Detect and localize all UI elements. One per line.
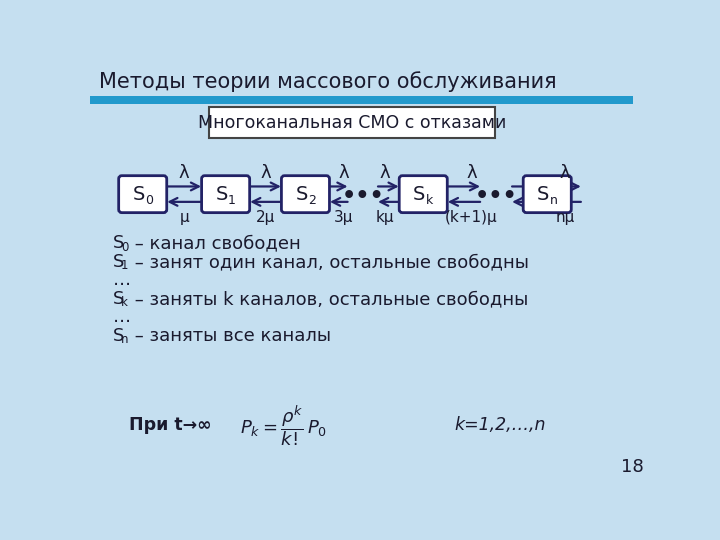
Text: S: S <box>537 185 549 205</box>
Text: 0: 0 <box>145 194 153 207</box>
Text: •••: ••• <box>474 186 518 206</box>
Text: k=1,2,…,n: k=1,2,…,n <box>454 416 546 434</box>
Text: λ: λ <box>559 164 570 181</box>
Text: 18: 18 <box>621 458 644 476</box>
FancyBboxPatch shape <box>202 176 250 213</box>
Text: S: S <box>113 253 125 271</box>
FancyBboxPatch shape <box>282 176 330 213</box>
Text: λ: λ <box>179 164 189 181</box>
Text: 3μ: 3μ <box>334 210 353 225</box>
FancyBboxPatch shape <box>209 107 495 138</box>
Text: Методы теории массового обслуживания: Методы теории массового обслуживания <box>99 71 557 92</box>
Text: λ: λ <box>260 164 271 181</box>
Text: μ: μ <box>179 210 189 225</box>
FancyBboxPatch shape <box>523 176 571 213</box>
Text: – занят один канал, остальные свободны: – занят один канал, остальные свободны <box>129 253 528 271</box>
Text: λ: λ <box>338 164 348 181</box>
Text: S: S <box>413 185 426 205</box>
Text: Многоканальная СМО с отказами: Многоканальная СМО с отказами <box>198 113 506 132</box>
FancyBboxPatch shape <box>399 176 447 213</box>
Text: •••: ••• <box>341 186 384 206</box>
Text: n: n <box>549 194 557 207</box>
Text: k: k <box>121 296 128 309</box>
FancyBboxPatch shape <box>119 176 167 213</box>
Text: 1: 1 <box>228 194 235 207</box>
Text: λ: λ <box>466 164 477 181</box>
Text: λ: λ <box>380 164 390 181</box>
Text: S: S <box>113 327 125 345</box>
Text: S: S <box>132 185 145 205</box>
Text: (k+1)μ: (k+1)μ <box>445 210 498 225</box>
Text: 0: 0 <box>121 241 128 254</box>
Text: – заняты k каналов, остальные свободны: – заняты k каналов, остальные свободны <box>129 290 528 308</box>
Text: 2μ: 2μ <box>256 210 275 225</box>
Text: S: S <box>113 290 125 308</box>
Text: – заняты все каналы: – заняты все каналы <box>129 327 331 345</box>
Text: nμ: nμ <box>555 210 575 225</box>
FancyBboxPatch shape <box>90 96 632 104</box>
Text: …: … <box>113 308 131 326</box>
Text: $P_k = \dfrac{\rho^k}{k!}\,P_0$: $P_k = \dfrac{\rho^k}{k!}\,P_0$ <box>240 403 328 448</box>
Text: При t→∞: При t→∞ <box>129 416 212 434</box>
Text: 2: 2 <box>307 194 315 207</box>
Text: S: S <box>295 185 307 205</box>
Text: 1: 1 <box>121 259 128 272</box>
Text: kμ: kμ <box>376 210 395 225</box>
Text: k: k <box>426 194 433 207</box>
Text: n: n <box>121 333 128 346</box>
Text: S: S <box>113 234 125 252</box>
Text: S: S <box>215 185 228 205</box>
Text: …: … <box>113 272 131 289</box>
Text: – канал свободен: – канал свободен <box>129 234 300 252</box>
